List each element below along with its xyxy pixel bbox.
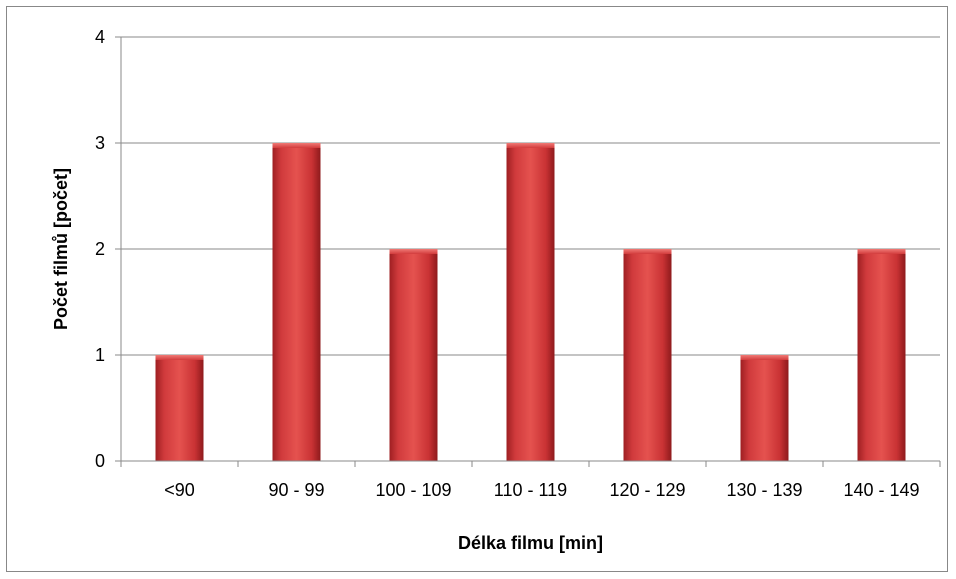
bar <box>272 143 321 461</box>
bar <box>857 249 906 461</box>
x-tick-label: 140 - 149 <box>843 480 919 500</box>
y-axis-title: Počet filmů [počet] <box>51 168 71 330</box>
x-axis-title: Délka filmu [min] <box>458 533 603 553</box>
x-tick-label: 100 - 109 <box>375 480 451 500</box>
chart-frame <box>6 6 948 572</box>
tick-labels: 0 1 2 3 4 <90 90 - 99 100 - 109 110 - 119 120 - 1… <box>95 27 920 500</box>
y-tick-label: 1 <box>95 345 105 365</box>
axes <box>115 36 941 467</box>
y-tick-label: 0 <box>95 451 105 471</box>
bars <box>155 143 906 461</box>
bar <box>155 355 204 461</box>
bar <box>623 249 672 461</box>
x-tick-label: 110 - 119 <box>494 480 567 500</box>
y-tick-label: 2 <box>95 239 105 259</box>
x-tick-label: 90 - 99 <box>268 480 324 500</box>
y-tick-label: 4 <box>95 27 105 47</box>
y-tick-label: 3 <box>95 133 105 153</box>
bar <box>740 355 789 461</box>
x-tick-label: <90 <box>164 480 195 500</box>
bar <box>389 249 438 461</box>
bar <box>506 143 555 461</box>
x-tick-label: 120 - 129 <box>609 480 685 500</box>
x-tick-label: 130 - 139 <box>726 480 802 500</box>
